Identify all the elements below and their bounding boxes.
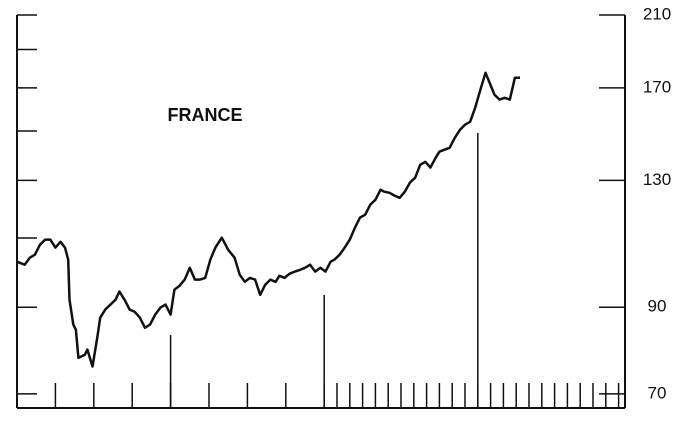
y-tick-label: 130 [643,170,671,189]
y-tick-label: 210 [643,4,671,23]
y-tick-label: 70 [648,383,667,402]
data-line [16,71,520,368]
y-tick-label: 90 [648,297,667,316]
chart-title: FRANCE [168,105,243,125]
y-tick-label: 170 [643,77,671,96]
